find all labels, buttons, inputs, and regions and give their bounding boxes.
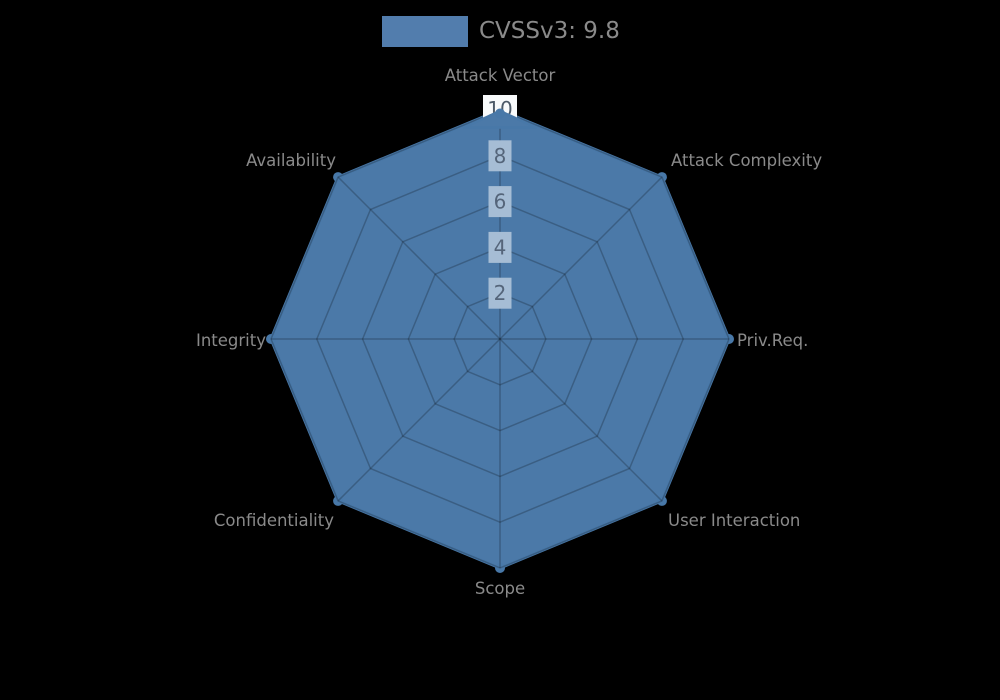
series-point-marker: [724, 334, 734, 344]
axis-label: Priv.Req.: [737, 331, 808, 350]
tick-box: [488, 277, 512, 309]
axis-label: Availability: [246, 151, 336, 170]
tick-label: 6: [494, 190, 507, 214]
grid-spoke: [499, 338, 663, 502]
series-point-marker: [656, 172, 667, 183]
axis-label: Attack Complexity: [671, 151, 822, 170]
grid-spoke: [337, 338, 501, 502]
tick-box: [488, 186, 512, 218]
grid-ring: [453, 292, 547, 386]
axis-label: Attack Vector: [445, 66, 556, 85]
grid-ring: [315, 154, 685, 524]
legend-swatch: [382, 16, 468, 47]
series-point-marker: [495, 563, 505, 573]
series-point-marker: [495, 108, 505, 119]
grid-spoke: [337, 176, 501, 340]
chart-legend: CVSSv3: 9.8: [382, 16, 620, 47]
series-point-marker: [333, 495, 344, 506]
series-polygon-tip: [462, 109, 538, 129]
grid-ring: [270, 109, 730, 569]
legend-series-label: CVSSv3: 9.8: [479, 18, 620, 44]
grid-spoke: [499, 176, 663, 340]
tick-box: [488, 231, 512, 263]
axis-label: User Interaction: [668, 511, 800, 530]
tick-label: 2: [494, 281, 507, 305]
grid-ring: [361, 200, 639, 478]
tick-box: [488, 140, 512, 172]
tick-label: 4: [494, 235, 507, 259]
axis-label: Confidentiality: [214, 511, 334, 530]
axis-label: Scope: [475, 579, 525, 598]
series-point-marker: [656, 495, 667, 506]
tick-label: 8: [494, 144, 507, 168]
series-point-marker: [266, 334, 276, 344]
grid-ring: [407, 246, 593, 432]
axis-label: Integrity: [196, 331, 266, 350]
series-point-marker: [333, 172, 344, 183]
